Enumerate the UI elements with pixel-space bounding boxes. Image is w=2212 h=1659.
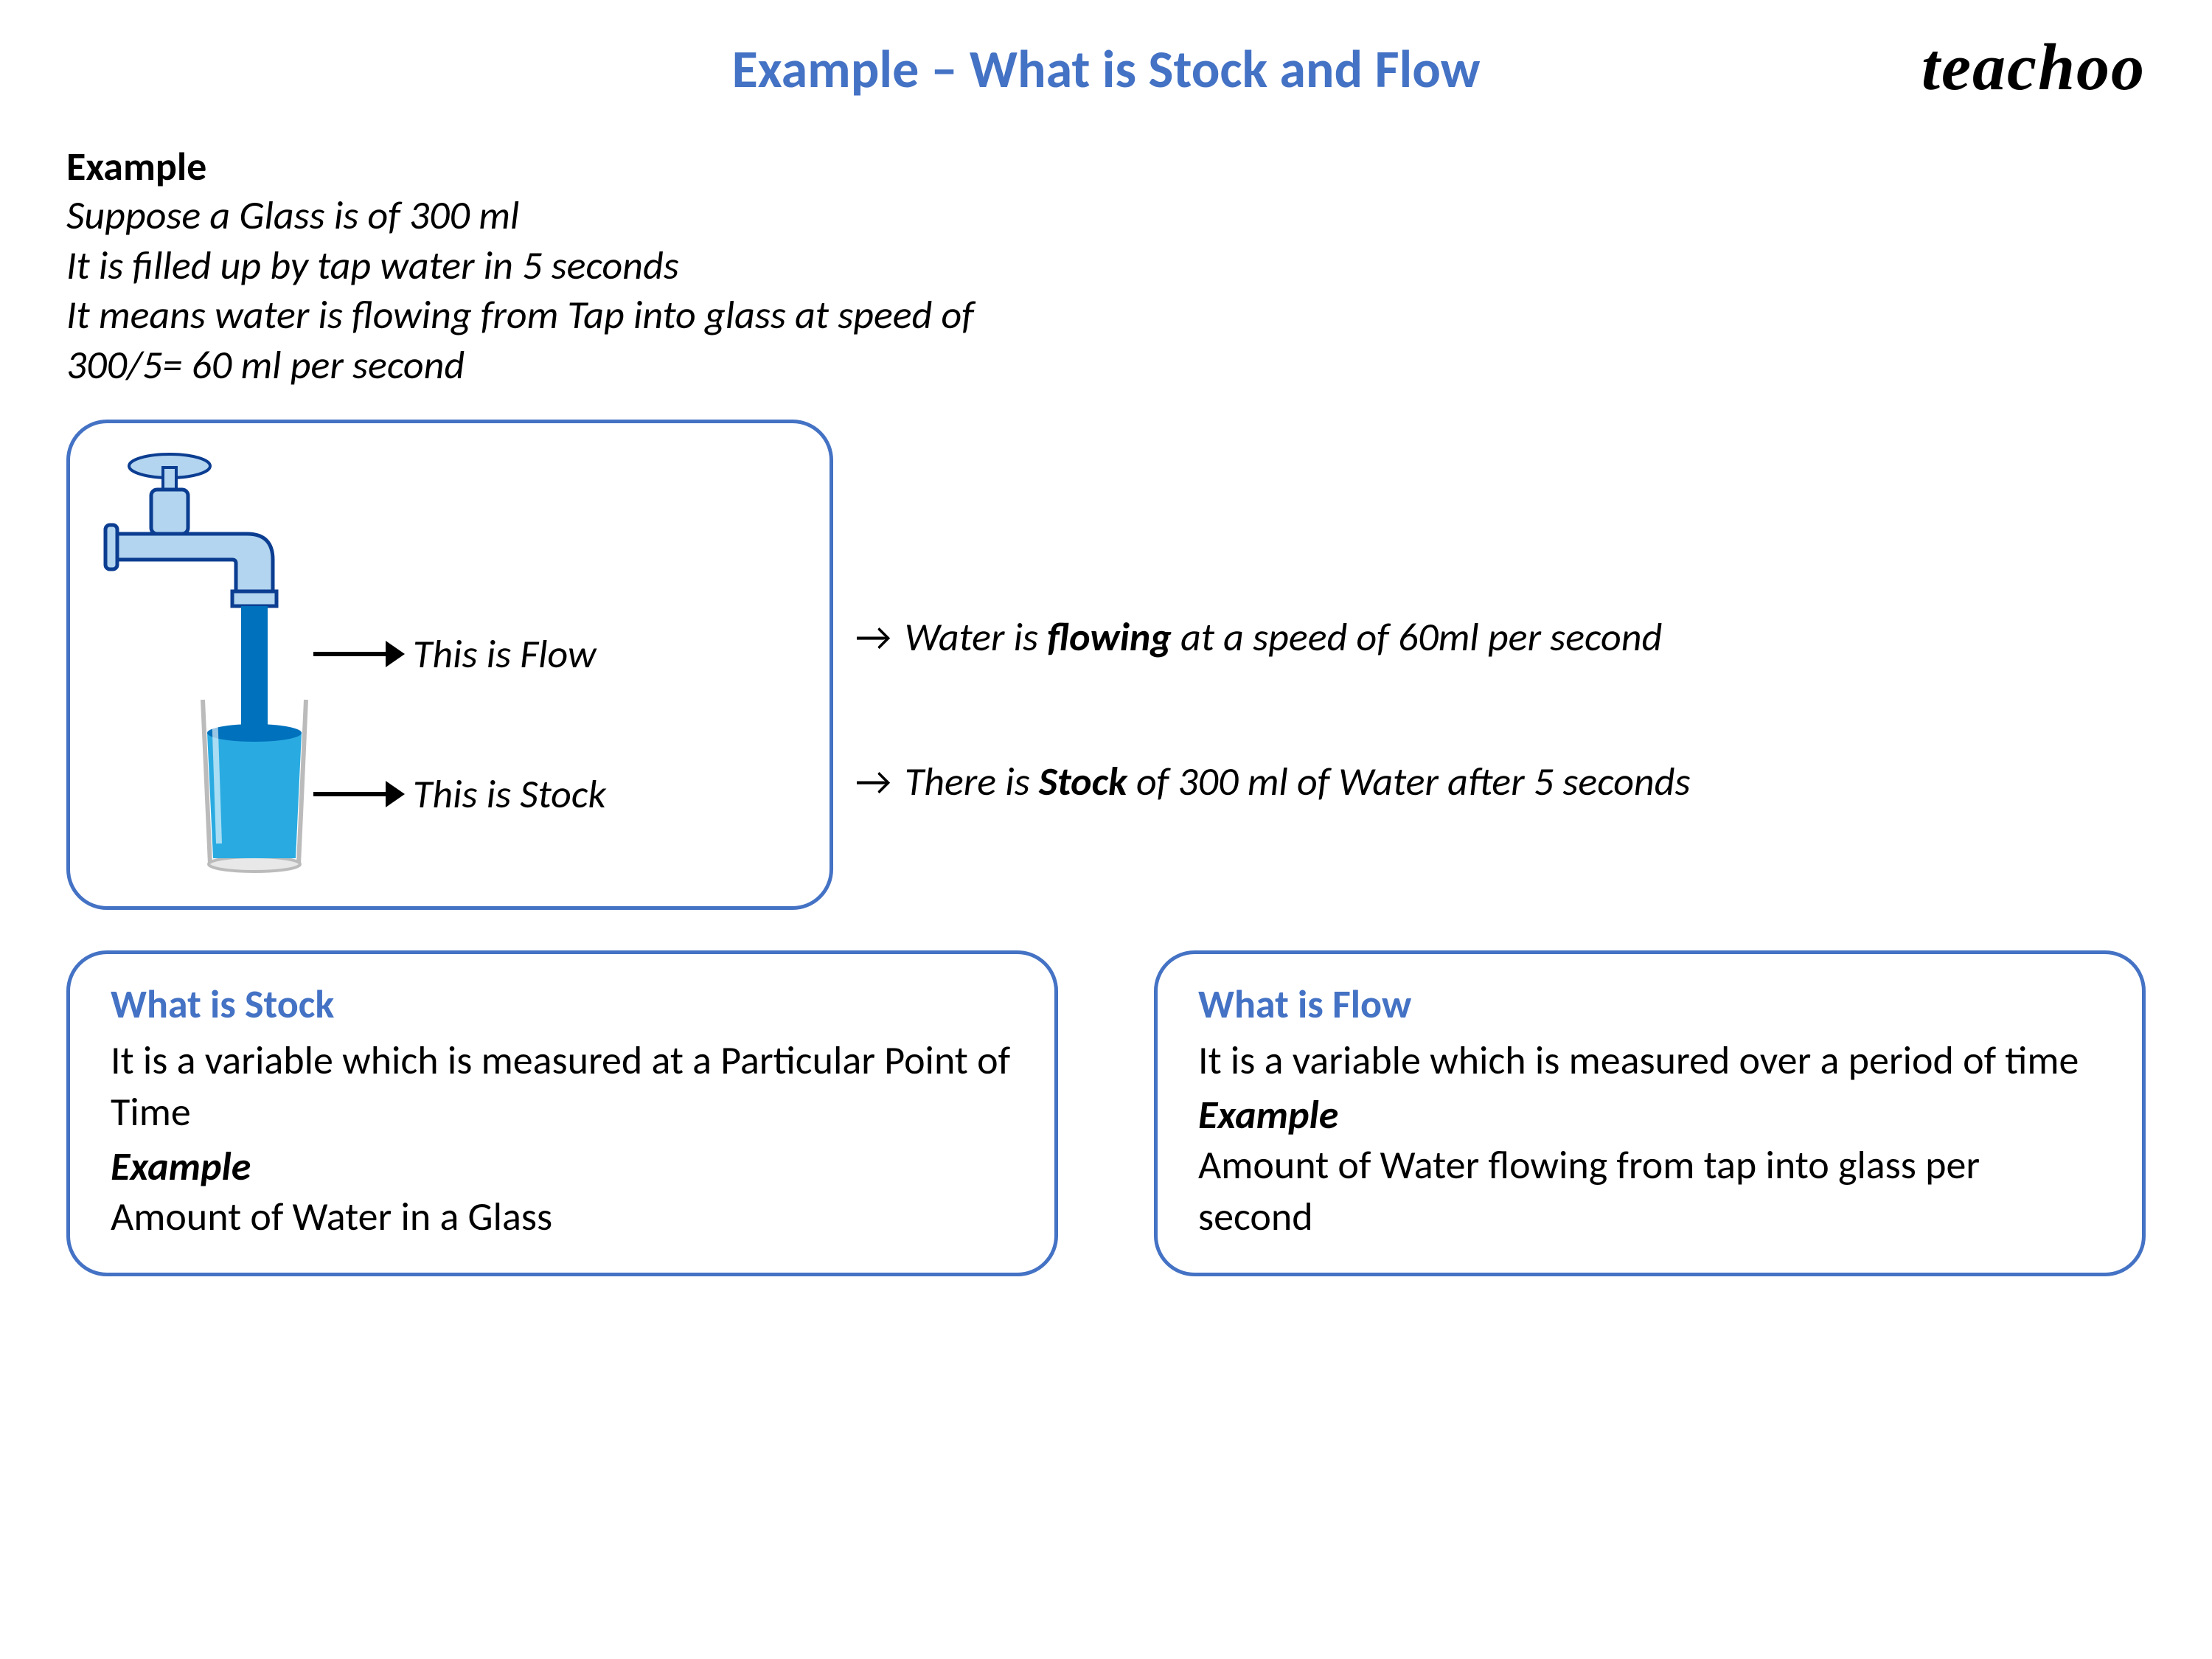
diagram-labels: This is Flow This is Stock [313,445,807,884]
stock-explain-post: of 300 ml of Water after 5 seconds [1127,757,1691,806]
stock-explain-text: There is Stock of 300 ml of Water after … [905,757,1691,806]
page-title: Example – What is Stock and Flow [732,37,1481,102]
stock-def-body: It is a variable which is measured at a … [111,1034,1014,1138]
tap-glass-illustration [92,445,313,884]
flow-explain-pre: Water is [905,613,1047,661]
example-line-2: It is filled up by tap water in 5 second… [66,241,2146,291]
stock-def-title: What is Stock [111,980,1014,1029]
arrow-icon [313,652,402,656]
flow-explain-text: Water is flowing at a speed of 60ml per … [905,613,1662,661]
example-heading: Example [66,142,2146,191]
flow-explain-bold: flowing [1047,613,1172,661]
brand-logo: teachoo [1921,29,2146,105]
stock-definition-box: What is Stock It is a variable which is … [66,950,1058,1276]
example-line-3: It means water is flowing from Tap into … [66,291,2146,341]
stock-explain-pre: There is [905,757,1039,806]
flow-example-text: Amount of Water flowing from tap into gl… [1198,1139,2101,1242]
flow-label-text: This is Flow [413,630,597,678]
tap-glass-icon [92,445,313,880]
title-row: Example – What is Stock and Flow teachoo [66,37,2146,102]
flow-arrow-label: This is Flow [313,630,597,678]
diagram-row: This is Flow This is Stock → Water is fl… [66,420,2146,910]
example-block: Example Suppose a Glass is of 300 ml It … [66,142,2146,390]
stock-arrow-label: This is Stock [313,770,606,818]
stock-label-text: This is Stock [413,770,606,818]
flow-explain: → Water is flowing at a speed of 60ml pe… [855,613,1690,661]
stock-explain: → There is Stock of 300 ml of Water afte… [855,757,1690,806]
definitions-row: What is Stock It is a variable which is … [66,950,2146,1276]
arrow-icon [313,792,402,796]
arrow-right-icon: → [855,613,891,661]
flow-explain-post: at a speed of 60ml per second [1172,613,1662,661]
example-line-1: Suppose a Glass is of 300 ml [66,191,2146,241]
diagram-box: This is Flow This is Stock [66,420,833,910]
explain-column: → Water is flowing at a speed of 60ml pe… [855,420,1690,910]
stock-example-text: Amount of Water in a Glass [111,1191,1014,1242]
flow-example-label: Example [1198,1091,2101,1139]
stock-example-label: Example [111,1142,1014,1191]
flow-def-body: It is a variable which is measured over … [1198,1034,2101,1086]
arrow-right-icon: → [855,757,891,806]
flow-def-title: What is Flow [1198,980,2101,1029]
flow-definition-box: What is Flow It is a variable which is m… [1154,950,2146,1276]
stock-explain-bold: Stock [1039,757,1127,806]
example-line-4: 300/5= 60 ml per second [66,341,2146,391]
